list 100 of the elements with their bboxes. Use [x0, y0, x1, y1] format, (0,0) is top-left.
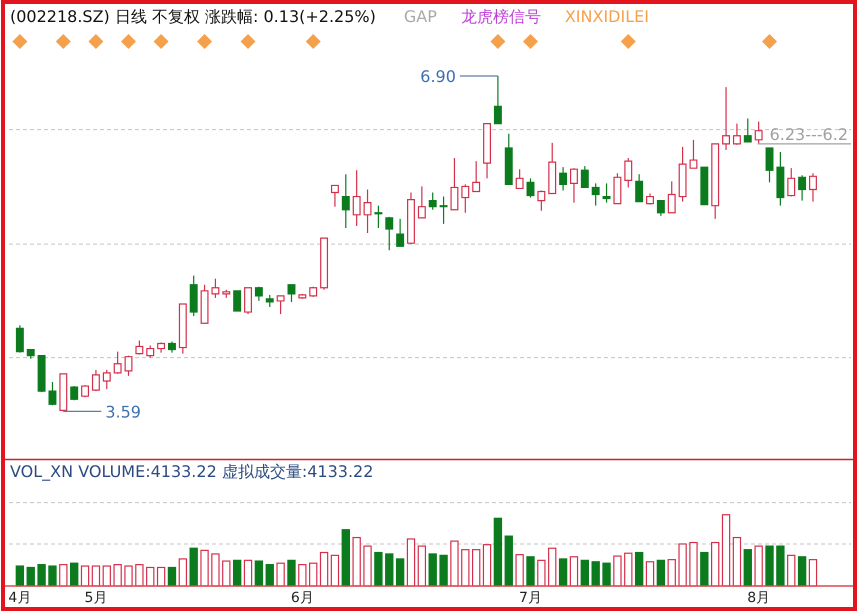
bar: [634, 552, 644, 587]
candlestick: [526, 178, 534, 198]
candlestick: [418, 186, 426, 218]
bar: [482, 544, 492, 587]
candlestick: [461, 184, 470, 214]
bar: [754, 546, 763, 587]
candlestick: [472, 160, 480, 192]
bar: [352, 536, 361, 587]
bar: [700, 552, 709, 587]
bar: [406, 538, 416, 587]
candlestick: [440, 196, 448, 225]
bar: [776, 546, 785, 587]
candlestick: [266, 294, 274, 308]
bar: [385, 553, 394, 587]
bar: [309, 562, 318, 587]
bar: [798, 556, 806, 587]
candlestick: [178, 303, 187, 354]
candlestick: [722, 86, 730, 151]
candlestick: [168, 340, 176, 354]
chart-title: (002218.SZ) 日线 不复权 涨跌幅: 0.13(+2.25%): [10, 7, 376, 26]
candlestick: [570, 168, 578, 204]
candlestick: [516, 168, 524, 190]
bar: [266, 564, 274, 587]
bar: [48, 565, 57, 587]
candlestick: [26, 348, 35, 360]
bar: [624, 552, 632, 587]
bar: [418, 546, 426, 587]
bar: [287, 560, 296, 587]
bar: [92, 565, 100, 587]
bar: [494, 518, 502, 587]
bar: [124, 565, 133, 587]
bar: [450, 540, 459, 587]
bar: [732, 536, 742, 587]
bar: [374, 552, 383, 587]
bar: [592, 561, 600, 587]
bar: [222, 560, 230, 587]
candlestick: [81, 384, 90, 398]
candlestick: [754, 120, 763, 144]
candlestick: [668, 180, 676, 214]
bar: [276, 562, 285, 587]
text: 3.59: [105, 402, 141, 422]
candlestick: [124, 355, 132, 377]
candlestick: [352, 170, 361, 227]
bar: [190, 548, 198, 587]
candlestick: [70, 385, 78, 401]
text: 6.90: [420, 66, 456, 86]
bar: [537, 560, 546, 587]
bar: [787, 554, 796, 587]
candlestick: [396, 218, 404, 247]
bar: [646, 561, 654, 587]
candlestick: [320, 238, 328, 290]
bar: [668, 559, 676, 587]
bar: [602, 562, 611, 587]
candlestick: [450, 157, 458, 210]
candlestick: [385, 216, 394, 251]
bar: [558, 558, 568, 587]
annotation: GAP: [404, 7, 438, 26]
bar: [244, 560, 252, 587]
candlestick: [244, 287, 252, 315]
bar: [656, 560, 666, 587]
bar: [722, 514, 730, 587]
candlestick: [656, 200, 665, 216]
bar: [298, 564, 307, 587]
candlestick: [102, 369, 111, 390]
bar: [200, 550, 209, 587]
bar: [363, 546, 372, 587]
bar: [102, 565, 111, 587]
candlestick: [222, 289, 230, 298]
candlestick: [700, 166, 708, 206]
ref-line-label: 6.23---6.2: [770, 124, 848, 144]
bar: [70, 562, 78, 587]
candlestick: [330, 184, 339, 208]
bar: [765, 546, 774, 587]
x-tick-label: 6月: [290, 590, 314, 606]
candlestick: [38, 355, 46, 393]
candlestick: [776, 151, 784, 206]
candlestick: [114, 351, 122, 374]
bar: [135, 564, 144, 587]
bar: [678, 543, 687, 587]
candlestick: [689, 139, 698, 169]
candlestick: [646, 192, 654, 206]
candlestick: [309, 286, 318, 298]
candlestick: [624, 157, 632, 188]
bar: [211, 553, 220, 587]
candlestick: [254, 286, 263, 302]
bar: [744, 549, 752, 587]
candlestick: [407, 192, 415, 245]
chart-title: VOL_XN VOLUME:4133.22 虚拟成交量:4133.22: [10, 462, 374, 481]
bar: [711, 542, 720, 587]
bar: [613, 555, 622, 587]
candlestick: [548, 142, 556, 194]
bar: [504, 536, 513, 587]
candlestick: [146, 344, 154, 358]
candlestick: [635, 174, 644, 202]
candlestick: [200, 284, 209, 324]
bar: [26, 566, 35, 587]
candlestick: [494, 75, 502, 124]
bar: [320, 552, 328, 587]
candlestick: [288, 284, 296, 303]
x-tick-label: 7月: [519, 590, 542, 606]
